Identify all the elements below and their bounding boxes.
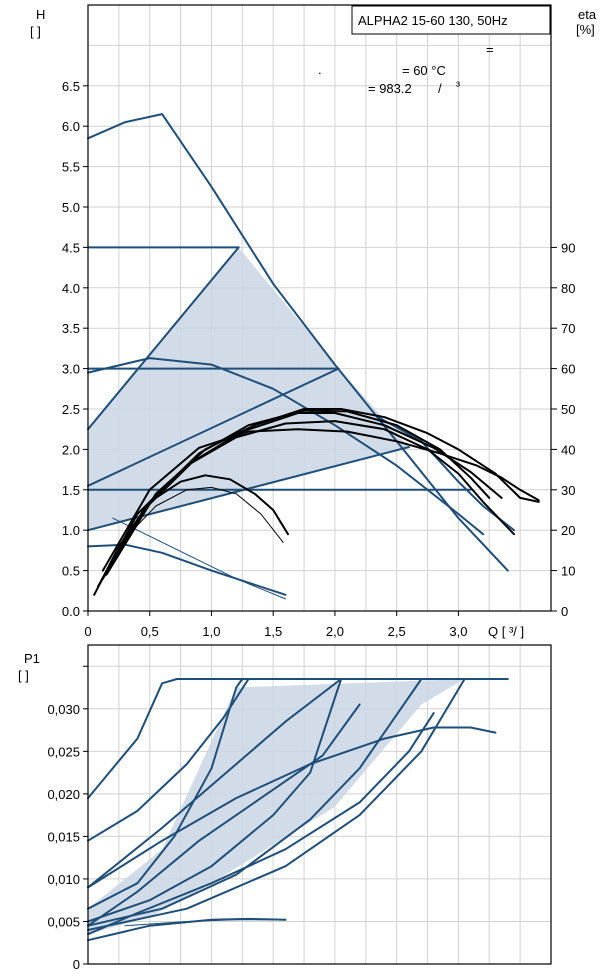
curve-8	[87, 726, 497, 889]
note-cube: ³	[456, 79, 460, 93]
eta-axis-unit: [%]	[576, 22, 595, 37]
curve-0	[87, 678, 509, 800]
head-tick-label: 4.5	[62, 240, 80, 255]
curve-5	[87, 678, 423, 927]
q-tick-label: 0,5	[141, 624, 159, 639]
curve-10	[87, 917, 287, 942]
q-tick-label: 2,0	[326, 624, 344, 639]
head-tick-label: 3.5	[62, 321, 80, 336]
head-tick-label: 6.5	[62, 79, 80, 94]
power-tick-label: 0,010	[47, 872, 80, 887]
head-plot-frame	[87, 4, 552, 612]
curve-11	[93, 474, 289, 596]
head-series	[87, 113, 540, 600]
eta-tick-label: 90	[561, 240, 575, 255]
curve-5	[87, 367, 340, 487]
model-label: ALPHA2 15-60 130, 50Hz	[358, 13, 508, 28]
curve-9	[87, 703, 361, 927]
power-operating-area	[88, 679, 465, 935]
eta-tick-label: 60	[561, 362, 575, 377]
head-tick-label: 0.5	[62, 564, 80, 579]
note-temperature: = 60 °C	[402, 63, 446, 78]
note-dot: .	[318, 62, 322, 77]
note-slash: /	[438, 81, 442, 96]
head-grid	[88, 5, 551, 611]
q-tick-label: 1,5	[264, 624, 282, 639]
q-axis-label: Q [ ³/ ]	[488, 624, 524, 639]
head-tick-label: 1.0	[62, 523, 80, 538]
curve-9	[112, 517, 286, 600]
eta-tick-label: 80	[561, 281, 575, 296]
curve-4	[87, 678, 343, 923]
head-tick-label: 5.5	[62, 160, 80, 175]
curve-3	[87, 678, 244, 910]
eta-tick-label: 0	[561, 604, 568, 619]
curve-7	[87, 712, 435, 936]
note-eq: =	[486, 42, 494, 57]
power-tick-label: 0,020	[47, 787, 80, 802]
head-tick-label: 1.5	[62, 483, 80, 498]
eta-tick-label: 70	[561, 321, 575, 336]
head-tick-label: 4.0	[62, 281, 80, 296]
model-label-box	[351, 5, 551, 35]
power-y-ticks: 0 0,005 0,010 0,015 0,020 0,025 0,030	[47, 665, 88, 972]
power-tick-label: 0	[73, 957, 80, 972]
curve-7	[87, 357, 485, 536]
power-chart: 0 0,005 0,010 0,015 0,020 0,025 0,030 P1 [ ]	[18, 644, 552, 972]
eta-tick-label: 30	[561, 483, 575, 498]
eta-tick-label: 10	[561, 564, 575, 579]
head-axis-unit: [ ]	[30, 24, 41, 39]
power-series	[87, 678, 509, 942]
power-tick-label: 0,015	[47, 829, 80, 844]
operating-area	[88, 247, 409, 531]
curve-11	[124, 919, 286, 927]
eta-tick-label: 40	[561, 442, 575, 457]
power-axis-label: P1	[24, 651, 40, 666]
eta-tick-label: 20	[561, 523, 575, 538]
head-tick-label: 3.0	[62, 362, 80, 377]
power-tick-label: 0,030	[47, 702, 80, 717]
power-tick-label: 0,025	[47, 744, 80, 759]
curve-17	[101, 428, 540, 572]
eta-axis-label: eta	[578, 7, 597, 22]
curve-4	[87, 246, 240, 431]
curve-6	[87, 678, 466, 931]
head-tick-label: 6.0	[62, 119, 80, 134]
power-plot-frame	[87, 644, 552, 965]
q-tick-label: 0	[84, 624, 91, 639]
head-axis-label: H	[36, 7, 45, 22]
head-chart: 0.00.51.01.52.02.53.03.54.04.55.05.56.06…	[30, 4, 597, 639]
curve-0	[87, 113, 509, 572]
q-x-ticks: 0 0,5 1,0 1,5 2,0 2,5 3,0	[84, 611, 467, 639]
head-y-ticks: 0.0 0.5 1.0 1.5 2.0 2.5 3.0 3.5 4.0 4.5 5.0 5.5 6.0 6…	[62, 79, 88, 619]
q-tick-label: 3,0	[449, 624, 467, 639]
head-tick-label: 0.0	[62, 604, 80, 619]
head-tick-label: 5.0	[62, 200, 80, 215]
q-tick-label: 1,0	[202, 624, 220, 639]
eta-y-ticks: 0 10 20 30 40 50 60 70 80 90	[551, 240, 575, 619]
q-tick-label: 2,5	[388, 624, 406, 639]
eta-tick-label: 50	[561, 402, 575, 417]
note-density: = 983.2	[368, 81, 412, 96]
head-tick-label: 2.5	[62, 402, 80, 417]
head-tick-label: 2.0	[62, 442, 80, 457]
curve-2	[87, 678, 343, 889]
power-tick-label: 0,005	[47, 914, 80, 929]
power-axis-unit: [ ]	[18, 668, 29, 683]
